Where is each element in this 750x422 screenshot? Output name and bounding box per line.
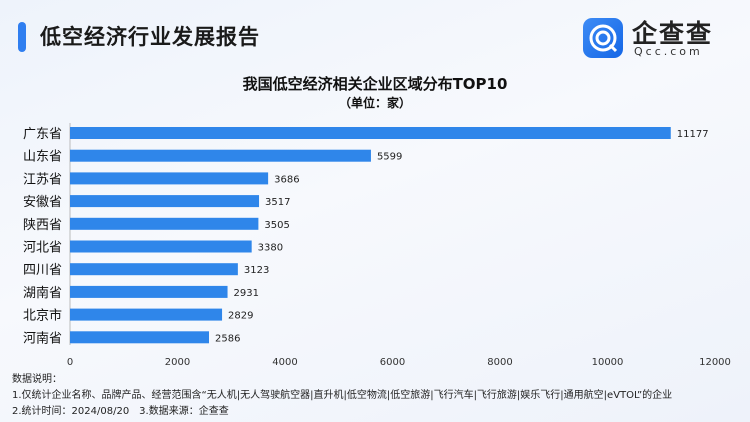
category-label: 广东省	[23, 127, 62, 142]
data-label: 3123	[244, 265, 269, 276]
category-label: 陕西省	[23, 218, 62, 233]
bar	[70, 308, 223, 321]
bar	[70, 331, 209, 344]
x-tick-label: 8000	[487, 357, 512, 368]
data-label: 11177	[677, 129, 709, 140]
data-label: 3686	[274, 174, 299, 185]
x-tick-label: 2000	[165, 357, 190, 368]
bar	[70, 217, 259, 230]
category-label: 四川省	[23, 263, 62, 278]
data-label: 2586	[215, 333, 240, 344]
data-label: 3505	[264, 220, 289, 231]
bar	[70, 127, 671, 139]
x-tick-label: 4000	[272, 357, 297, 368]
qcc-logo-icon	[583, 18, 623, 58]
category-label: 北京市	[23, 308, 62, 324]
category-label: 河南省	[23, 330, 62, 346]
category-label: 江苏省	[23, 171, 62, 187]
data-label: 2931	[234, 288, 259, 299]
category-label: 安徽省	[23, 195, 62, 210]
bar	[70, 285, 228, 298]
report-title: 低空经济行业发展报告	[40, 25, 260, 49]
x-tick-label: 0	[67, 357, 73, 368]
category-label: 河北省	[23, 241, 62, 256]
notes-line-2: 2.统计时间：2024/08/20 3.数据来源：企查查	[12, 406, 229, 417]
notes-line-1: 1.仅统计企业名称、品牌产品、经营范围含“无人机|无人驾驶航空器|直升机|低空物…	[12, 390, 673, 401]
chart-unit: （单位：家）	[338, 96, 411, 110]
chart-title: 我国低空经济相关企业区域分布TOP10	[242, 75, 508, 93]
data-label: 5599	[377, 152, 402, 163]
bar	[70, 149, 371, 162]
logo-subtext: Qcc.com	[634, 45, 703, 58]
title-accent	[18, 22, 26, 52]
category-label: 山东省	[23, 150, 62, 165]
data-label: 2829	[228, 311, 253, 322]
x-tick-label: 10000	[592, 357, 624, 368]
data-label: 3517	[265, 197, 290, 208]
data-label: 3380	[258, 243, 283, 254]
notes-heading: 数据说明：	[12, 374, 62, 385]
x-tick-label: 12000	[699, 357, 731, 368]
category-label: 湖南省	[23, 285, 62, 301]
x-tick-label: 6000	[380, 357, 405, 368]
bar	[70, 172, 269, 185]
bar	[70, 263, 238, 276]
bar	[70, 240, 252, 253]
data-notes: 数据说明： 1.仅统计企业名称、品牌产品、经营范围含“无人机|无人驾驶航空器|直…	[12, 372, 672, 420]
logo-text: 企查查	[632, 19, 714, 48]
bar	[70, 195, 260, 208]
